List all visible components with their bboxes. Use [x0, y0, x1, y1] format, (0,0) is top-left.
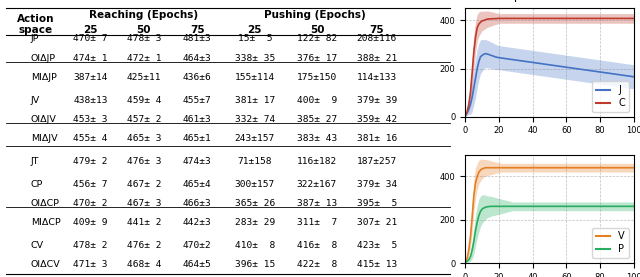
Text: 155±114: 155±114 [235, 73, 275, 82]
Text: 385± 27: 385± 27 [297, 115, 337, 124]
Text: 464±5: 464±5 [183, 260, 212, 269]
Text: 307± 21: 307± 21 [356, 218, 397, 227]
Text: 409± 9: 409± 9 [74, 218, 108, 227]
Text: 396± 15: 396± 15 [235, 260, 275, 269]
Text: 383± 43: 383± 43 [297, 134, 337, 143]
Text: Reaching (Epochs): Reaching (Epochs) [90, 10, 198, 20]
Text: 15±  5: 15± 5 [237, 34, 272, 43]
Text: 122± 82: 122± 82 [297, 34, 337, 43]
Text: 416±  8: 416± 8 [297, 241, 337, 250]
Text: 459± 4: 459± 4 [127, 96, 161, 104]
Text: 465± 3: 465± 3 [127, 134, 161, 143]
Text: 359± 42: 359± 42 [356, 115, 397, 124]
Text: 187±257: 187±257 [356, 157, 397, 166]
Text: 467± 3: 467± 3 [127, 199, 161, 208]
Text: 381± 17: 381± 17 [235, 96, 275, 104]
Text: 410±  8: 410± 8 [235, 241, 275, 250]
Text: 423±  5: 423± 5 [356, 241, 397, 250]
Text: CP: CP [31, 180, 43, 189]
Text: 311±  7: 311± 7 [297, 218, 337, 227]
Text: 71±158: 71±158 [237, 157, 272, 166]
Text: 114±133: 114±133 [356, 73, 397, 82]
Text: 465±4: 465±4 [183, 180, 212, 189]
Text: 379± 39: 379± 39 [356, 96, 397, 104]
Text: 438±13: 438±13 [74, 96, 108, 104]
Text: 453± 3: 453± 3 [74, 115, 108, 124]
Text: 442±3: 442±3 [183, 218, 212, 227]
Text: 75: 75 [190, 25, 204, 35]
Text: 322±167: 322±167 [297, 180, 337, 189]
Text: 379± 34: 379± 34 [356, 180, 397, 189]
Legend: V, P: V, P [592, 228, 628, 258]
Text: 461±3: 461±3 [183, 115, 212, 124]
Text: 466±3: 466±3 [183, 199, 212, 208]
Text: MIΔJV: MIΔJV [31, 134, 58, 143]
Text: 436±6: 436±6 [183, 73, 212, 82]
Text: 478± 2: 478± 2 [74, 241, 108, 250]
Text: 300±157: 300±157 [235, 180, 275, 189]
Text: 474±3: 474±3 [183, 157, 212, 166]
Text: MIΔJP: MIΔJP [31, 73, 57, 82]
Text: 50: 50 [310, 25, 324, 35]
Text: 425±11: 425±11 [127, 73, 161, 82]
Text: 478± 3: 478± 3 [127, 34, 161, 43]
Text: 441± 2: 441± 2 [127, 218, 161, 227]
Text: OIΔJP: OIΔJP [31, 53, 56, 63]
Text: 470± 2: 470± 2 [74, 199, 108, 208]
Text: 400±  9: 400± 9 [297, 96, 337, 104]
Text: 338± 35: 338± 35 [235, 53, 275, 63]
Text: 381± 16: 381± 16 [356, 134, 397, 143]
Text: 243±157: 243±157 [235, 134, 275, 143]
Text: 175±150: 175±150 [297, 73, 337, 82]
Text: JT: JT [31, 157, 39, 166]
Text: OIΔCV: OIΔCV [31, 260, 61, 269]
Text: 470±2: 470±2 [183, 241, 212, 250]
Text: JV: JV [31, 96, 40, 104]
Text: Action: Action [17, 14, 54, 24]
Text: 415± 13: 415± 13 [356, 260, 397, 269]
Text: 481±3: 481±3 [183, 34, 212, 43]
Text: 476± 2: 476± 2 [127, 241, 161, 250]
Legend: J, C: J, C [592, 81, 628, 112]
Text: 208±116: 208±116 [356, 34, 397, 43]
Text: 332± 74: 332± 74 [235, 115, 275, 124]
Text: 387±14: 387±14 [74, 73, 108, 82]
Text: 283± 29: 283± 29 [235, 218, 275, 227]
Text: Pushing (Epochs): Pushing (Epochs) [264, 10, 365, 20]
Text: 465±1: 465±1 [183, 134, 212, 143]
Text: 456± 7: 456± 7 [74, 180, 108, 189]
Text: 479± 2: 479± 2 [74, 157, 108, 166]
Text: 464±3: 464±3 [183, 53, 212, 63]
Text: 116±182: 116±182 [297, 157, 337, 166]
Text: 455± 4: 455± 4 [74, 134, 108, 143]
Text: 50: 50 [137, 25, 151, 35]
Text: 470± 7: 470± 7 [74, 34, 108, 43]
Text: 468± 4: 468± 4 [127, 260, 161, 269]
Text: 476± 3: 476± 3 [127, 157, 161, 166]
Text: 474± 1: 474± 1 [74, 53, 108, 63]
Text: 457± 2: 457± 2 [127, 115, 161, 124]
Text: 467± 2: 467± 2 [127, 180, 161, 189]
Text: CV: CV [31, 241, 44, 250]
Text: OIΔJV: OIΔJV [31, 115, 57, 124]
Text: 422±  8: 422± 8 [297, 260, 337, 269]
Text: 395±  5: 395± 5 [356, 199, 397, 208]
Text: space: space [18, 25, 52, 35]
Text: 455±7: 455±7 [183, 96, 212, 104]
Text: 376± 17: 376± 17 [297, 53, 337, 63]
Text: OIΔCP: OIΔCP [31, 199, 60, 208]
Text: 471± 3: 471± 3 [74, 260, 108, 269]
Text: 365± 26: 365± 26 [235, 199, 275, 208]
Text: JP: JP [31, 34, 39, 43]
Text: 388± 21: 388± 21 [356, 53, 397, 63]
Text: 25: 25 [83, 25, 98, 35]
Title: Episode reward: Episode reward [506, 0, 593, 2]
Text: 387± 13: 387± 13 [297, 199, 337, 208]
Text: 75: 75 [369, 25, 384, 35]
Text: 25: 25 [248, 25, 262, 35]
Text: MIΔCP: MIΔCP [31, 218, 61, 227]
Text: 472± 1: 472± 1 [127, 53, 161, 63]
